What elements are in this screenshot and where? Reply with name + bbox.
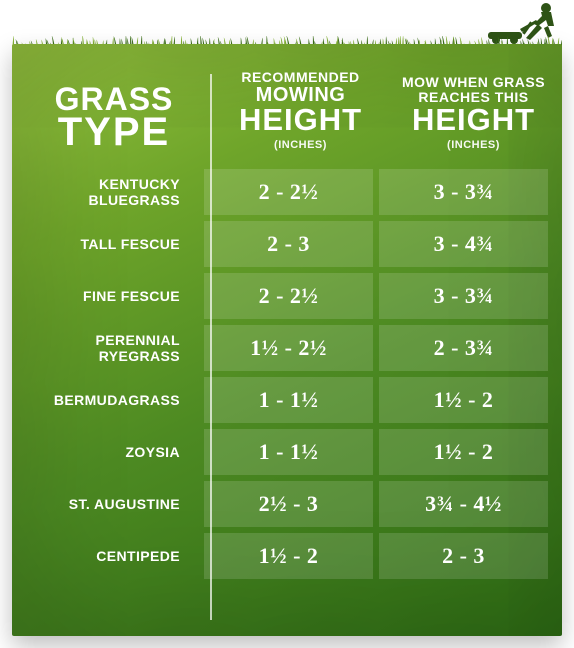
- grass-table: KENTUCKY BLUEGRASS2 - 2½3 - 3¾TALL FESCU…: [12, 169, 562, 583]
- table-row: PERENNIAL RYEGRASS1½ - 2½2 - 3¾: [12, 325, 548, 371]
- grass-type-label: TALL FESCUE: [12, 221, 198, 267]
- max-height-value: 1½ - 2: [379, 429, 548, 475]
- mow-height-value: 2 - 2½: [204, 169, 373, 215]
- table-row: CENTIPEDE1½ - 22 - 3: [12, 533, 548, 579]
- mow-height-value: 1½ - 2½: [204, 325, 373, 371]
- grass-type-label: FINE FESCUE: [12, 273, 198, 319]
- grass-type-label: ST. AUGUSTINE: [12, 481, 198, 527]
- table-row: KENTUCKY BLUEGRASS2 - 2½3 - 3¾: [12, 169, 548, 215]
- infographic-root: GRASS TYPE RECOMMENDED MOWING HEIGHT (IN…: [0, 0, 574, 648]
- max-height-value: 3 - 3¾: [379, 169, 548, 215]
- mow-height-value: 1 - 1½: [204, 429, 373, 475]
- header-unit: (INCHES): [274, 139, 327, 151]
- table-row: BERMUDAGRASS1 - 1½1½ - 2: [12, 377, 548, 423]
- column-headers: GRASS TYPE RECOMMENDED MOWING HEIGHT (IN…: [12, 70, 562, 169]
- max-height-value: 2 - 3: [379, 533, 548, 579]
- header-text: HEIGHT: [239, 105, 362, 134]
- grass-type-label: KENTUCKY BLUEGRASS: [12, 169, 198, 215]
- grass-type-label: BERMUDAGRASS: [12, 377, 198, 423]
- mow-height-value: 2 - 3: [204, 221, 373, 267]
- table-row: TALL FESCUE2 - 33 - 4¾: [12, 221, 548, 267]
- header-col-mowing-height: RECOMMENDED MOWING HEIGHT (INCHES): [214, 70, 387, 151]
- header-unit: (INCHES): [447, 139, 500, 151]
- vertical-divider: [210, 74, 212, 620]
- table-row: ZOYSIA1 - 1½1½ - 2: [12, 429, 548, 475]
- grass-type-label: CENTIPEDE: [12, 533, 198, 579]
- panel: GRASS TYPE RECOMMENDED MOWING HEIGHT (IN…: [12, 44, 562, 636]
- mow-height-value: 1 - 1½: [204, 377, 373, 423]
- header-text: TYPE: [58, 114, 170, 151]
- mow-height-value: 2½ - 3: [204, 481, 373, 527]
- mow-height-value: 1½ - 2: [204, 533, 373, 579]
- max-height-value: 3 - 3¾: [379, 273, 548, 319]
- mow-height-value: 2 - 2½: [204, 273, 373, 319]
- header-text: HEIGHT: [412, 105, 535, 134]
- table-row: ST. AUGUSTINE2½ - 33¾ - 4½: [12, 481, 548, 527]
- header-text: MOW WHEN GRASS: [402, 75, 545, 90]
- max-height-value: 3¾ - 4½: [379, 481, 548, 527]
- grass-type-label: ZOYSIA: [12, 429, 198, 475]
- header-col-grass-type: GRASS TYPE: [14, 70, 214, 151]
- max-height-value: 3 - 4¾: [379, 221, 548, 267]
- header-col-max-height: MOW WHEN GRASS REACHES THIS HEIGHT (INCH…: [387, 70, 560, 151]
- grass-type-label: PERENNIAL RYEGRASS: [12, 325, 198, 371]
- table-row: FINE FESCUE2 - 2½3 - 3¾: [12, 273, 548, 319]
- max-height-value: 2 - 3¾: [379, 325, 548, 371]
- max-height-value: 1½ - 2: [379, 377, 548, 423]
- header-text: RECOMMENDED: [241, 70, 359, 85]
